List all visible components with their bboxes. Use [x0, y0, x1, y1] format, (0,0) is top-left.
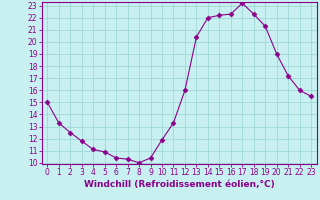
X-axis label: Windchill (Refroidissement éolien,°C): Windchill (Refroidissement éolien,°C) — [84, 180, 275, 189]
